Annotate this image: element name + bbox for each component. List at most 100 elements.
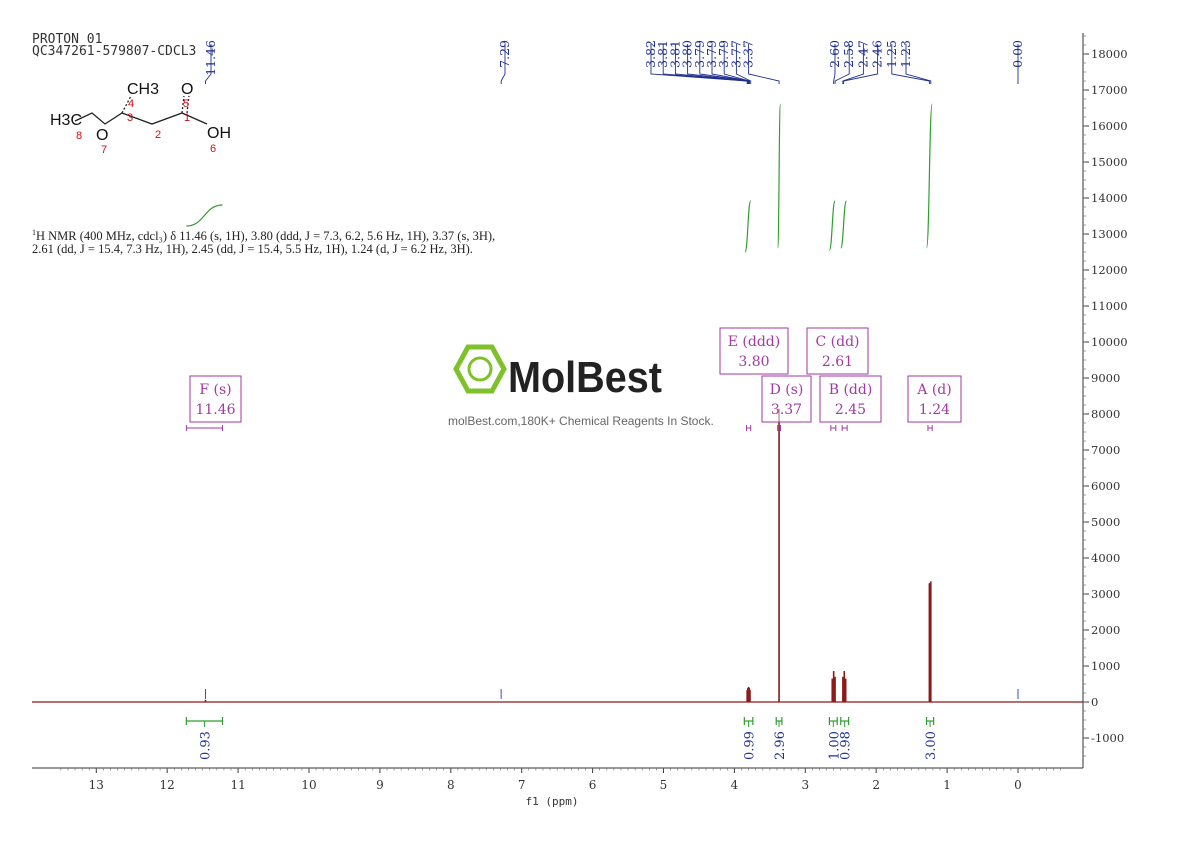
peak-label-leader: [650, 44, 748, 84]
multiplet-shift: 1.24: [919, 402, 950, 418]
y-tick-label: 11000: [1091, 299, 1128, 313]
peak-label-leader: [842, 44, 864, 84]
integral-value: 0.99: [743, 731, 758, 760]
y-tick-label: 18000: [1091, 47, 1128, 61]
peak-label: 2.46: [870, 40, 885, 68]
peak-label: 0.00: [1010, 40, 1025, 68]
nmr-description-line-2: 2.61 (dd, J = 15.4, 7.3 Hz, 1H), 2.45 (d…: [32, 242, 473, 256]
peak-label: 3.37: [741, 40, 756, 68]
y-tick-label: 4000: [1091, 551, 1120, 565]
y-tick-label: -1000: [1091, 731, 1124, 745]
multiplet-shift: 2.45: [835, 402, 866, 418]
integral-value: 2.96: [773, 731, 788, 760]
peak-label-leader: [748, 44, 780, 84]
multiplet-label: D (s): [770, 382, 804, 398]
peak-label: 3.77: [728, 40, 743, 68]
y-tick-label: 17000: [1091, 83, 1128, 97]
x-tick-label: 1: [943, 778, 951, 792]
multiplet-label: A (d): [916, 382, 951, 398]
y-tick-label: 16000: [1091, 119, 1128, 133]
peak-label: 3.79: [716, 40, 731, 68]
integral-curve: [777, 103, 782, 249]
atom-number: 8: [76, 130, 82, 142]
peak-label: 3.79: [704, 40, 719, 68]
y-tick-label: 9000: [1091, 371, 1120, 385]
x-tick-label: 4: [731, 778, 739, 792]
peak-label-leader: [905, 44, 932, 84]
y-tick-label: 15000: [1091, 155, 1128, 169]
multiplet-label: C (dd): [815, 334, 859, 350]
peak-label-leader: [891, 44, 930, 84]
atom-number: 1: [184, 112, 190, 124]
watermark-tagline: molBest.com,180K+ Chemical Reagents In S…: [448, 414, 714, 428]
peak-label-leader: [735, 44, 752, 84]
molbest-logo: MolBest: [453, 344, 662, 402]
multiplet-box: [819, 375, 882, 423]
description-text: H NMR (400 MHz, cdcl₃) δ 11.46 (s, 1H), …: [36, 229, 496, 244]
y-tick-label: 3000: [1091, 587, 1120, 601]
peak-label: 3.80: [680, 40, 695, 68]
atom-o-ether: O: [96, 127, 108, 144]
atom-ch3: CH3: [127, 81, 159, 98]
x-tick-label: 0: [1014, 778, 1022, 792]
superscript-one: 1: [32, 228, 36, 237]
x-axis-label: f1 (ppm): [526, 795, 579, 808]
multiplet-box: [907, 375, 962, 423]
y-tick-label: 13000: [1091, 227, 1128, 241]
peak-label: 11.46: [203, 40, 218, 76]
x-tick-label: 9: [376, 778, 384, 792]
peak-label: 2.58: [841, 40, 856, 68]
atom-o-carbonyl: O: [181, 81, 193, 98]
peak-label-leader: [205, 44, 212, 84]
y-tick-label: 10000: [1091, 335, 1128, 349]
x-tick-label: 3: [801, 778, 809, 792]
multiplet-label: F (s): [199, 382, 231, 398]
y-tick-label: 2000: [1091, 623, 1120, 637]
x-tick-label: 8: [447, 778, 455, 792]
nmr-description-line-1: 1H NMR (400 MHz, cdcl₃) δ 11.46 (s, 1H),…: [32, 225, 495, 244]
peak-label-leader: [843, 44, 879, 84]
integral-curve: [840, 200, 848, 249]
y-tick-label: 14000: [1091, 191, 1128, 205]
integral-value: 1.00: [827, 731, 842, 760]
brand-name: MolBest: [508, 353, 662, 402]
peak-label-leader: [834, 44, 850, 84]
atom-number: 2: [155, 129, 161, 141]
molecule-structure: CH3 O H3C O OH 4 5 3 1 2 8 7 6: [50, 81, 231, 156]
multiplet-shift: 2.61: [822, 354, 853, 370]
atom-number: 5: [183, 98, 189, 110]
y-tick-label: 5000: [1091, 515, 1120, 529]
peak-label-leader: [833, 44, 836, 84]
atom-number: 7: [101, 144, 107, 156]
integral-value: 0.98: [839, 731, 854, 760]
peak-label: 3.82: [643, 40, 658, 68]
multiplet-shift: 11.46: [195, 402, 235, 418]
peak-label: 2.47: [855, 40, 870, 68]
integral-curve: [744, 200, 752, 253]
peak-label: 2.60: [827, 40, 842, 68]
x-tick-label: 13: [89, 778, 104, 792]
atom-h3c: H3C: [50, 112, 82, 129]
peak-label: 7.29: [497, 40, 512, 68]
x-tick-label: 12: [160, 778, 175, 792]
header-line-1: PROTON_01: [32, 32, 103, 47]
integral-curve: [925, 103, 933, 249]
integral-value: 3.00: [924, 731, 939, 760]
y-tick-label: 6000: [1091, 479, 1120, 493]
y-tick-label: 12000: [1091, 263, 1128, 277]
integral-curve: [186, 204, 223, 227]
x-tick-label: 2: [872, 778, 880, 792]
multiplet-box: [189, 375, 242, 423]
atom-number: 6: [210, 143, 216, 155]
x-tick-label: 6: [589, 778, 597, 792]
atom-oh: OH: [207, 125, 231, 142]
y-tick-label: 1000: [1091, 659, 1120, 673]
peak-label-leader: [674, 44, 749, 84]
y-tick-label: 7000: [1091, 443, 1120, 457]
x-tick-label: 10: [301, 778, 316, 792]
peak-label: 1.25: [884, 40, 899, 68]
multiplet-shift: 3.80: [738, 354, 769, 370]
y-tick-label: 8000: [1091, 407, 1120, 421]
y-tick-label: 0: [1091, 695, 1098, 709]
